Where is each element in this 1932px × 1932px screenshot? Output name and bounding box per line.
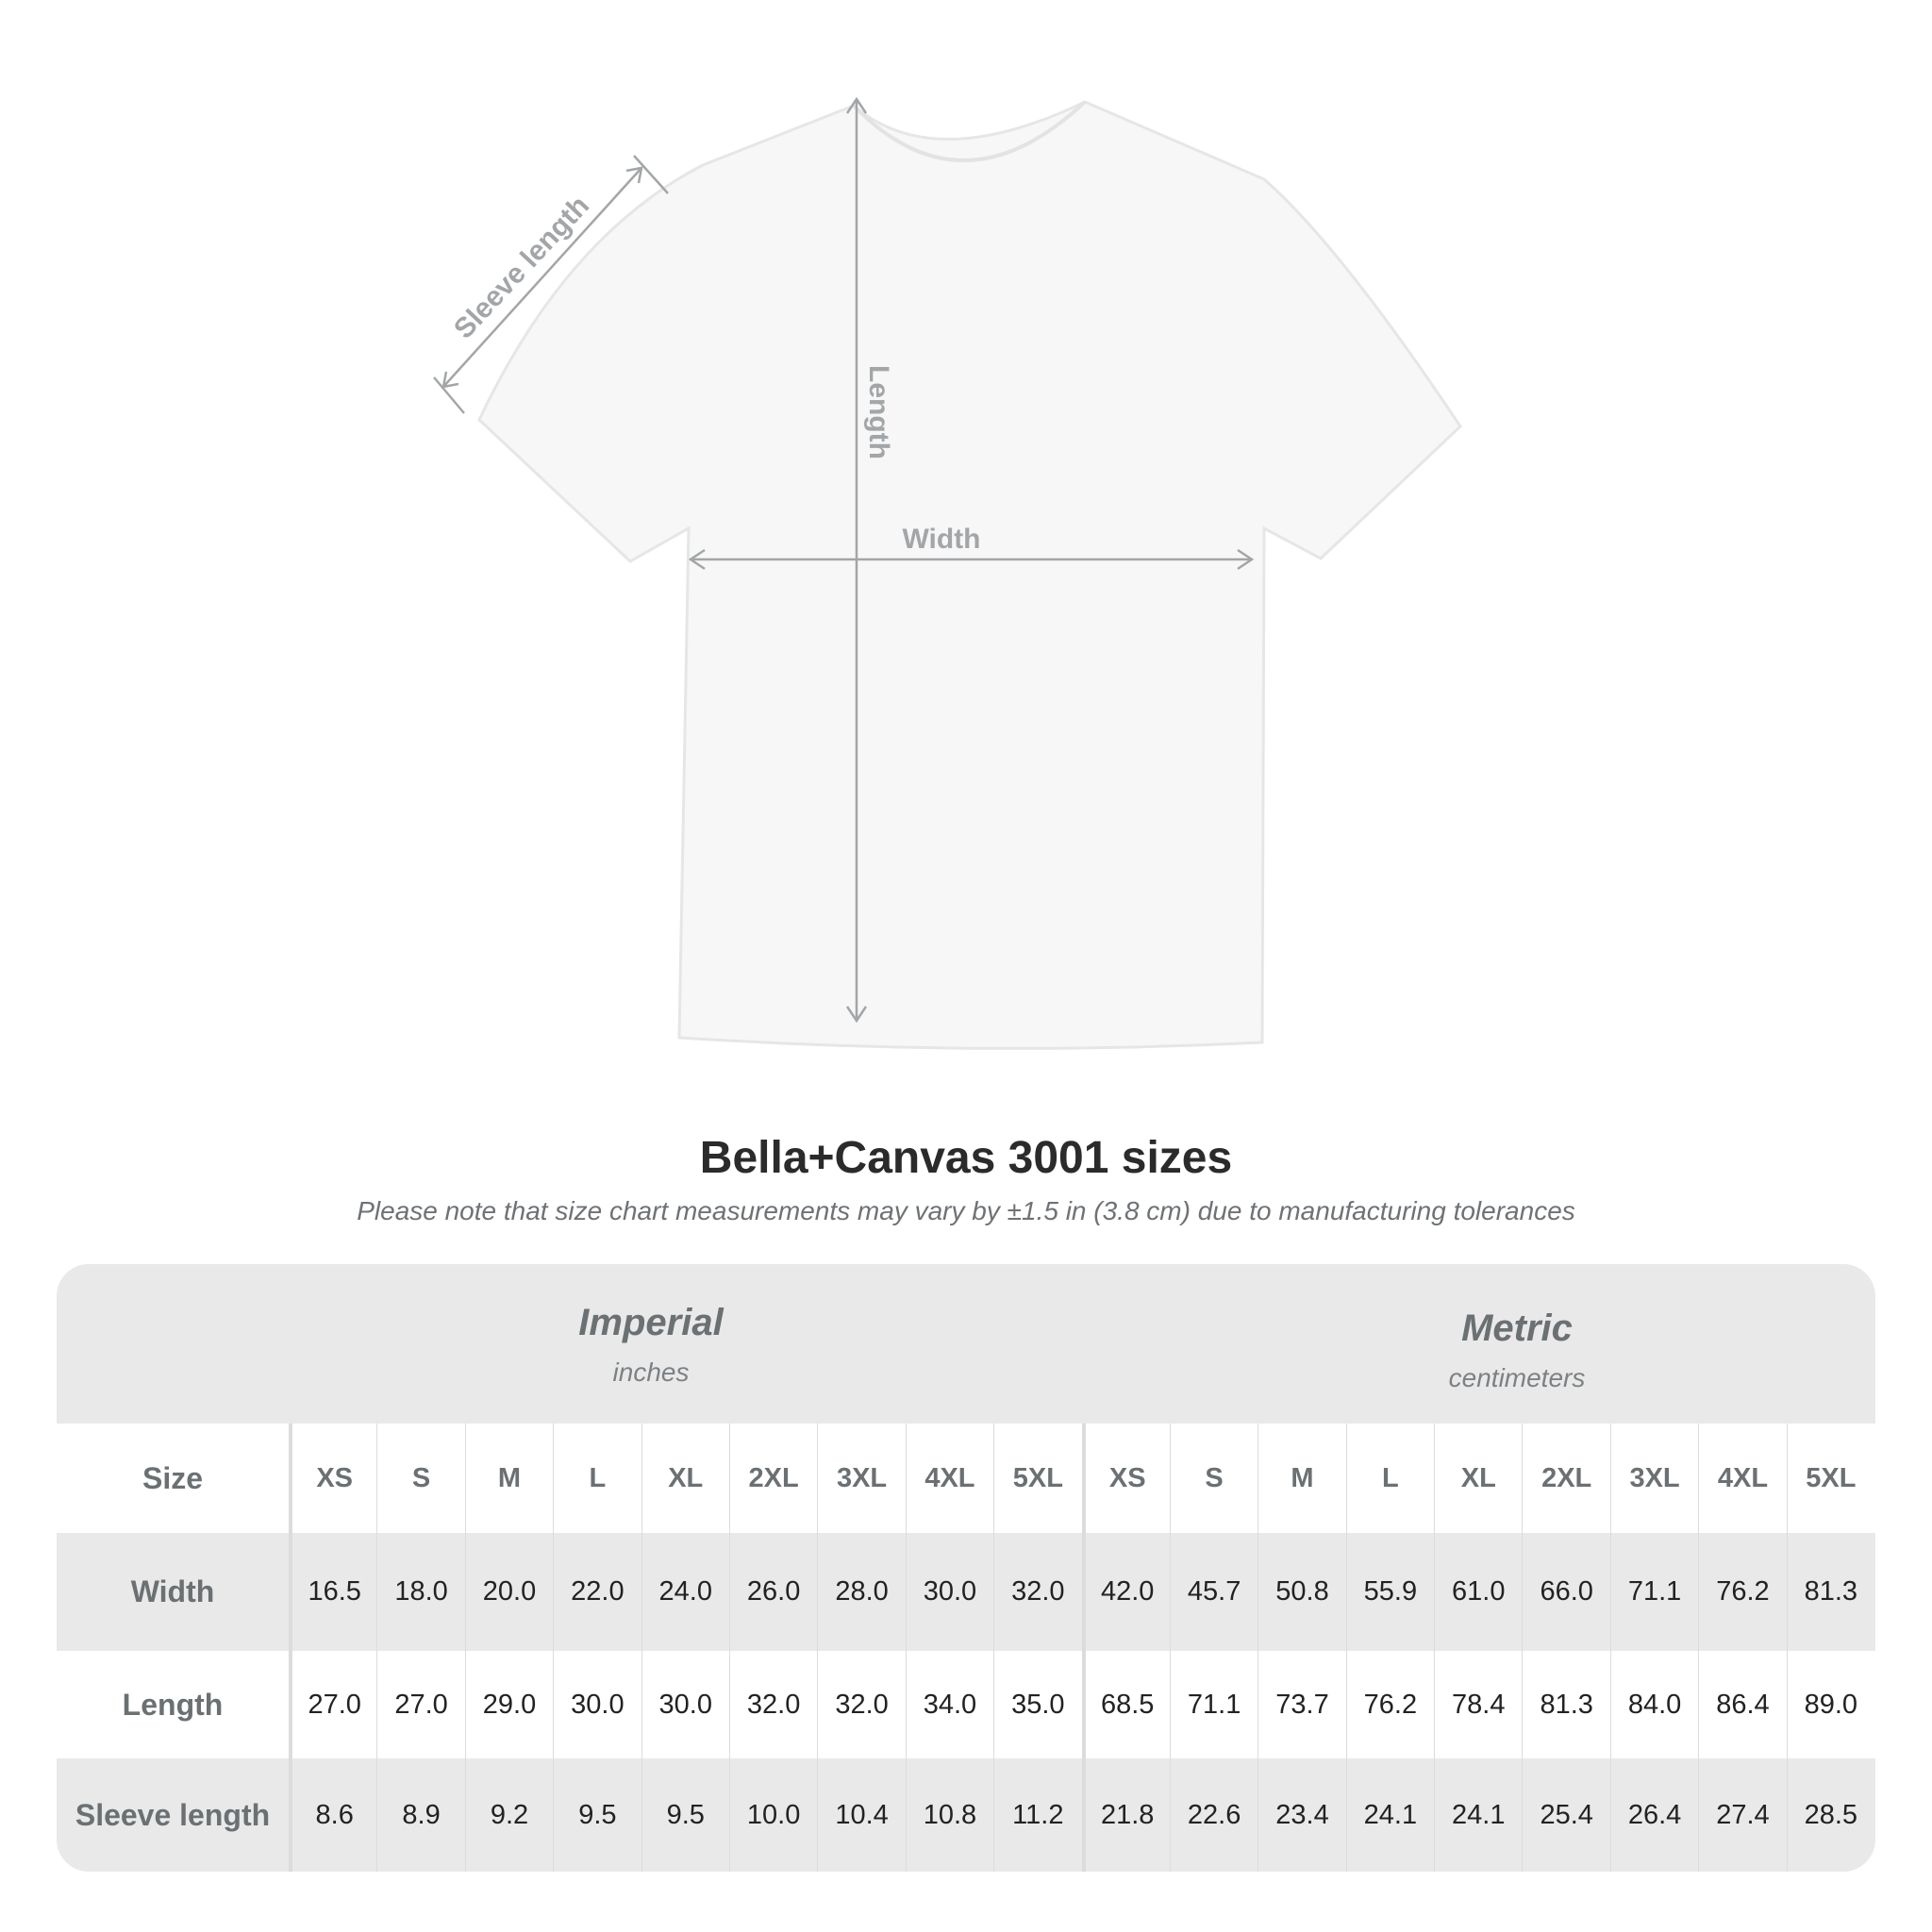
metric-cell: 86.4 [1698,1651,1786,1758]
row-label: Size [142,1460,204,1495]
metric-cell: L [1345,1424,1434,1533]
metric-cell: XS [1081,1424,1170,1533]
measure-lines [433,96,1255,1024]
metric-cell: 55.9 [1345,1533,1434,1651]
imperial-cell: 2XL [728,1424,817,1533]
width-label: Width [902,524,980,555]
metric-cell: 2XL [1522,1424,1609,1533]
imperial-cell: 27.0 [376,1651,464,1758]
metric-cell: 5XL [1786,1424,1874,1533]
imperial-cell: 29.0 [464,1651,553,1758]
metric-label: Metric [1461,1307,1573,1349]
metric-cell: 66.0 [1522,1533,1609,1651]
metric-cell: 26.4 [1609,1758,1698,1872]
metric-cell: 89.0 [1786,1651,1874,1758]
imperial-cell: 3XL [817,1424,905,1533]
metric-cell: 45.7 [1169,1533,1257,1651]
imperial-cell: 9.5 [553,1758,641,1872]
imperial-cell: 22.0 [553,1533,641,1651]
collar [852,100,1087,162]
metric-cell: M [1257,1424,1345,1533]
metric-cell: 21.8 [1081,1758,1170,1872]
imperial-unit: inches [612,1357,690,1387]
imperial-cell: 32.0 [993,1533,1081,1651]
tshirt-shape [477,100,1462,1050]
imperial-cell: L [553,1424,641,1533]
metric-cell: 71.1 [1609,1533,1698,1651]
table-row: Width 16.5 18.0 20.0 22.0 24.0 26.0 28.0 30.0 32.… [57,1533,1875,1651]
imperial-cell: 30.0 [553,1651,641,1758]
row-label: Length [122,1687,224,1722]
metric-cell: 76.2 [1698,1533,1786,1651]
imperial-label: Imperial [578,1302,724,1343]
imperial-cell: 16.5 [289,1533,376,1651]
length-label: Length [863,365,894,459]
size-table: Imperial inches Metric centimeters Size X… [57,1264,1875,1872]
metric-cell: 73.7 [1257,1651,1345,1758]
imperial-cell: 24.0 [641,1533,729,1651]
row-label: Sleeve length [75,1797,271,1832]
metric-cell: 76.2 [1345,1651,1434,1758]
imperial-cell: 26.0 [728,1533,817,1651]
imperial-cell: 30.0 [905,1533,993,1651]
imperial-cell: 9.2 [464,1758,553,1872]
metric-cell: XL [1434,1424,1522,1533]
imperial-cell: 34.0 [905,1651,993,1758]
metric-cell: 28.5 [1786,1758,1874,1872]
imperial-cell: 10.0 [728,1758,817,1872]
metric-cell: 27.4 [1698,1758,1786,1872]
metric-cell: 84.0 [1609,1651,1698,1758]
metric-cell: 25.4 [1522,1758,1609,1872]
imperial-cell: 10.8 [905,1758,993,1872]
metric-cell: S [1169,1424,1257,1533]
metric-cell: 23.4 [1257,1758,1345,1872]
row-label: Width [130,1574,215,1608]
imperial-cell: 5XL [993,1424,1081,1533]
imperial-cell: M [464,1424,553,1533]
metric-cell: 4XL [1698,1424,1786,1533]
imperial-cell: 35.0 [993,1651,1081,1758]
metric-cell: 68.5 [1081,1651,1170,1758]
imperial-cell: 27.0 [289,1651,376,1758]
metric-cell: 71.1 [1169,1651,1257,1758]
imperial-cell: 8.9 [376,1758,464,1872]
imperial-cell: 10.4 [817,1758,905,1872]
metric-cell: 3XL [1609,1424,1698,1533]
imperial-cell: XL [641,1424,729,1533]
imperial-cell: 18.0 [376,1533,464,1651]
metric-cell: 24.1 [1345,1758,1434,1872]
table-row: Length 27.0 27.0 29.0 30.0 30.0 32.0 32.0 34.0 35… [57,1651,1875,1758]
chart-title: Bella+Canvas 3001 sizes [699,1133,1233,1183]
imperial-cell: 11.2 [993,1758,1081,1872]
metric-cell: 61.0 [1434,1533,1522,1651]
tshirt-diagram: Sleeve length Length Width [433,96,1462,1050]
imperial-cell: 8.6 [289,1758,376,1872]
unit-header: Imperial inches Metric centimeters [57,1264,1875,1424]
metric-cell: 42.0 [1081,1533,1170,1651]
metric-cell: 50.8 [1257,1533,1345,1651]
imperial-cell: 28.0 [817,1533,905,1651]
imperial-cell: XS [289,1424,376,1533]
table-row: Size XS S M L XL 2XL 3XL 4XL 5XL XS S M L XL 2XL 3XL 4XL 5… [57,1424,1875,1533]
imperial-cell: 32.0 [817,1651,905,1758]
imperial-cell: 4XL [905,1424,993,1533]
metric-unit: centimeters [1448,1363,1586,1392]
metric-header: Metric centimeters [1121,1307,1875,1393]
imperial-cell: 9.5 [641,1758,729,1872]
imperial-cell: S [376,1424,464,1533]
imperial-cell: 32.0 [728,1651,817,1758]
imperial-cell: 30.0 [641,1651,729,1758]
table-row: Sleeve length 8.6 8.9 9.2 9.5 9.5 10.0 10.4 10.8… [57,1758,1875,1872]
metric-cell: 78.4 [1434,1651,1522,1758]
metric-cell: 81.3 [1522,1651,1609,1758]
metric-cell: 22.6 [1169,1758,1257,1872]
metric-cell: 24.1 [1434,1758,1522,1872]
imperial-header: Imperial inches [255,1302,1047,1388]
tolerance-note: Please note that size chart measurements… [357,1196,1575,1225]
metric-cell: 81.3 [1786,1533,1874,1651]
imperial-cell: 20.0 [464,1533,553,1651]
